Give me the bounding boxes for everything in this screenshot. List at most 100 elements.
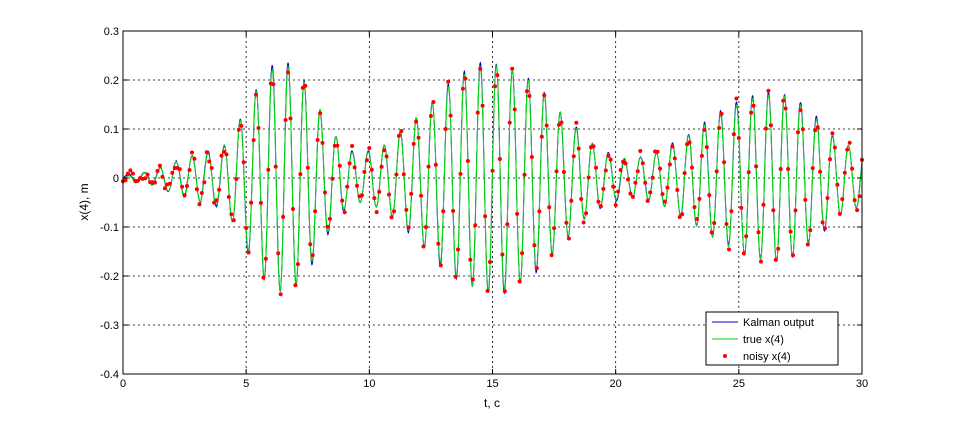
ticks: 0 5 10 15 20 25 30 -0.4 -0.3 -0.2 -0.1 0 0.1 0.2 0.3 — [100, 26, 868, 390]
noisy-point — [295, 262, 300, 267]
noisy-point — [682, 171, 687, 176]
noisy-point — [249, 200, 254, 205]
noisy-point — [460, 86, 465, 91]
noisy-point — [830, 131, 835, 136]
noisy-point — [421, 244, 426, 249]
noisy-point — [411, 141, 416, 146]
noisy-point — [675, 188, 680, 192]
noisy-point — [310, 253, 315, 258]
noisy-point — [261, 275, 266, 280]
noisy-point — [401, 172, 406, 177]
noisy-point — [554, 169, 559, 174]
noisy-point — [736, 136, 741, 140]
noisy-point — [717, 126, 722, 130]
noisy-point — [709, 230, 714, 235]
noisy-point — [566, 236, 571, 241]
noisy-point — [495, 73, 500, 78]
noisy-point — [406, 225, 411, 230]
noisy-point — [143, 176, 148, 181]
noisy-point — [190, 150, 194, 155]
noisy-point — [478, 66, 483, 71]
noisy-point — [512, 107, 517, 112]
noisy-point — [177, 167, 182, 172]
legend-label-kalman: Kalman output — [743, 317, 814, 329]
legend-swatch-noisy — [723, 354, 727, 358]
noisy-point — [345, 184, 350, 189]
noisy-point — [842, 170, 847, 175]
noisy-point — [342, 210, 347, 215]
legend: Kalman output true x(4) noisy x(4) — [705, 311, 839, 366]
x-tick-label: 25 — [733, 378, 745, 390]
x-tick-label: 15 — [486, 378, 498, 390]
noisy-point — [128, 168, 133, 173]
noisy-point — [744, 234, 749, 239]
noisy-point — [281, 214, 286, 219]
noisy-point — [719, 111, 724, 116]
noisy-point — [428, 114, 433, 118]
noisy-point — [355, 183, 359, 188]
noisy-point — [825, 196, 830, 200]
noisy-point — [502, 289, 507, 294]
noisy-point — [266, 167, 271, 172]
noisy-point — [214, 198, 219, 203]
noisy-point — [320, 140, 325, 145]
noisy-point — [803, 197, 808, 202]
x-tick-label: 30 — [856, 378, 868, 390]
noisy-point — [667, 162, 672, 167]
noisy-point — [690, 165, 694, 170]
noisy-point — [584, 211, 589, 216]
noisy-point — [561, 170, 566, 174]
noisy-point — [446, 79, 451, 84]
noisy-point — [751, 103, 756, 108]
noisy-point — [291, 207, 295, 211]
noisy-point — [350, 144, 355, 148]
noisy-point — [283, 118, 288, 122]
noisy-point — [236, 127, 241, 132]
noisy-point — [823, 226, 827, 231]
noisy-point — [525, 89, 529, 94]
noisy-point — [845, 147, 850, 152]
noisy-point — [202, 180, 207, 185]
noisy-point — [655, 149, 660, 154]
noisy-point — [379, 164, 384, 169]
noisy-point — [552, 226, 557, 231]
x-axis-label: t, c — [484, 396, 500, 410]
noisy-point — [298, 172, 303, 177]
noisy-point — [754, 164, 759, 169]
noisy-point — [327, 216, 332, 221]
noisy-point — [229, 212, 234, 217]
noisy-point — [330, 176, 335, 181]
y-tick-label: 0.3 — [104, 26, 119, 38]
noisy-point — [680, 212, 685, 217]
noisy-point — [724, 222, 729, 226]
noisy-point — [217, 187, 222, 192]
noisy-point — [182, 193, 187, 198]
noisy-point — [731, 132, 736, 137]
noisy-point — [616, 189, 621, 194]
noisy-point — [170, 170, 175, 175]
noisy-point — [443, 127, 448, 131]
noisy-point — [305, 165, 310, 170]
noisy-point — [192, 156, 197, 161]
noisy-point — [699, 153, 704, 158]
noisy-point — [601, 186, 606, 191]
noisy-point — [739, 205, 744, 210]
noisy-point — [162, 186, 167, 191]
noisy-point — [586, 175, 591, 180]
noisy-point — [576, 146, 581, 151]
noisy-point — [234, 177, 239, 181]
noisy-point — [749, 110, 754, 115]
noisy-point — [591, 144, 596, 149]
noisy-point — [288, 116, 293, 121]
noisy-point — [734, 96, 739, 101]
noisy-point — [712, 221, 717, 225]
noisy-point — [155, 169, 160, 173]
noisy-point — [594, 165, 598, 170]
noisy-point — [465, 159, 470, 163]
noisy-point — [547, 205, 552, 210]
noisy-point — [786, 167, 791, 171]
noisy-point — [470, 277, 475, 282]
noisy-point — [542, 93, 547, 98]
noisy-point — [453, 274, 458, 279]
noisy-point — [520, 251, 525, 256]
